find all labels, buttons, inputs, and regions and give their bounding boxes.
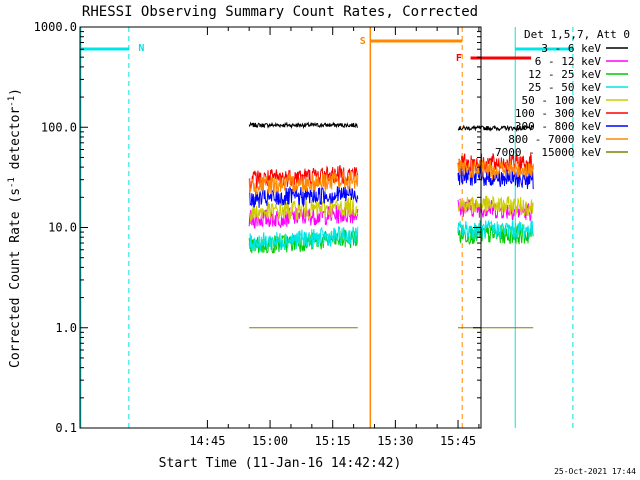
series-line [457, 124, 534, 133]
series-line [248, 171, 359, 195]
series-3-6-kev [248, 121, 534, 133]
series-800-7000-kev [248, 159, 534, 195]
y-axis-label-sup2: -1 [7, 96, 17, 107]
series-line [457, 219, 534, 241]
chart-title: RHESSI Observing Summary Count Rates, Co… [82, 4, 478, 20]
legend-label: 6 - 12 keV [535, 55, 602, 68]
axes: 14:45 15:00 15:15 15:30 15:45 0.1 1.0 10.0 100.0… [34, 20, 481, 448]
series-line [248, 121, 358, 130]
x-axis-label: Start Time (11-Jan-16 14:42:42) [159, 456, 402, 471]
marker-label: N [138, 43, 144, 54]
y-axis-label-main: Corrected Count Rate (s [8, 188, 23, 368]
legend-label: 7000 - 15000 keV [495, 146, 601, 159]
y-tick-label: 1.0 [55, 321, 77, 335]
legend-label: 100 - 300 keV [515, 107, 601, 120]
series-layer [248, 121, 534, 329]
footer-timestamp: 25-Oct-2021 17:44 [554, 467, 636, 476]
legend-label: 50 - 100 keV [522, 94, 602, 107]
series-line [248, 185, 359, 208]
y-tick-label: 10.0 [48, 221, 77, 235]
legend-label: 300 - 800 keV [515, 120, 601, 133]
x-tick-label: 15:45 [440, 434, 476, 448]
series-line [457, 195, 534, 216]
legend-label: 25 - 50 keV [528, 81, 601, 94]
legend-label: 3 - 6 keV [541, 42, 601, 55]
legend-label: 12 - 25 keV [528, 68, 601, 81]
observing-annotations: N S F [80, 27, 574, 428]
series-line [457, 159, 534, 180]
marker-label: S [360, 36, 366, 47]
y-axis-label-mid: detector [8, 107, 23, 178]
x-tick-label: 15:30 [377, 434, 413, 448]
series-line [457, 153, 534, 174]
y-tick-label: 100.0 [41, 120, 77, 134]
legend-label: 800 - 7000 keV [508, 133, 601, 146]
series-25-50-kev [248, 219, 534, 252]
x-tick-label: 15:15 [315, 434, 351, 448]
y-axis-label-sup1: -1 [7, 177, 17, 188]
x-tick-label: 14:45 [189, 434, 225, 448]
marker-label: F [456, 53, 462, 64]
series-line [248, 225, 359, 252]
x-tick-label: 15:00 [252, 434, 288, 448]
legend-header: Det 1,5,7, Att 0 [524, 28, 630, 41]
y-tick-label: 1000.0 [34, 20, 77, 34]
y-axis-label: Corrected Count Rate (s-1 detector-1) [7, 88, 23, 368]
y-tick-label: 0.1 [55, 421, 77, 435]
y-axis-label-end: ) [8, 88, 23, 96]
series-100-300-kev [248, 153, 534, 192]
series-line [248, 164, 359, 192]
